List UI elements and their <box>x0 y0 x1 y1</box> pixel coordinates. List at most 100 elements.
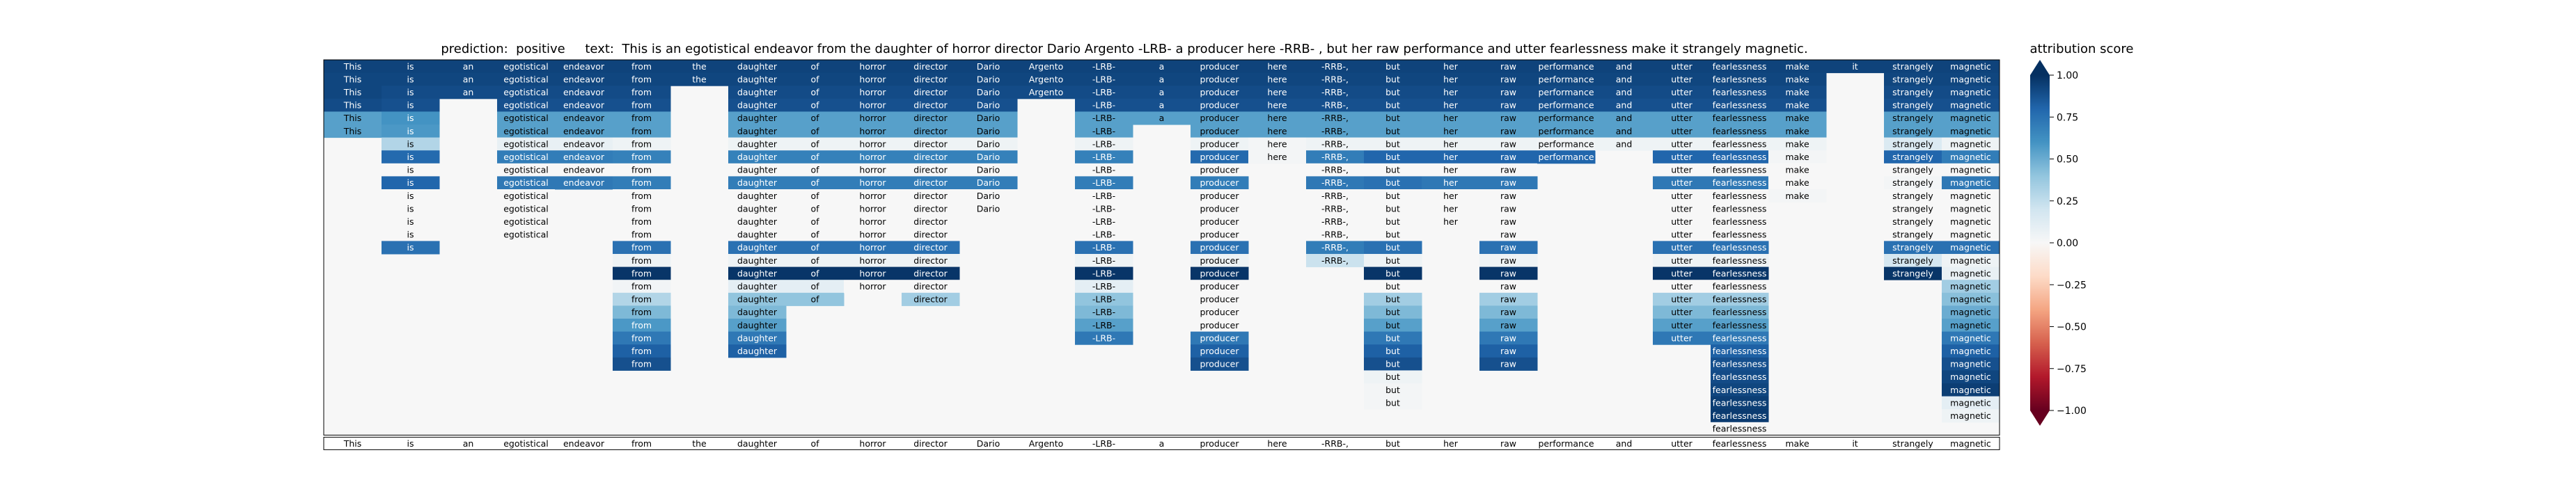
cell-label: magnetic <box>1950 191 1991 201</box>
cell-label: strangely <box>1892 203 1933 214</box>
cell-label: is <box>407 165 414 175</box>
heatmap-cell <box>728 86 787 99</box>
cell-label: make <box>1785 152 1809 162</box>
heatmap-cell <box>1595 111 1654 125</box>
heatmap-cell <box>844 98 902 112</box>
heatmap-cell <box>1942 60 2000 74</box>
heatmap-cell <box>1479 266 1538 280</box>
cell-label: here <box>1267 113 1287 123</box>
cell-label: magnetic <box>1950 126 1991 136</box>
cell-label: of <box>810 138 819 149</box>
heatmap-cell <box>844 176 902 190</box>
cell-label: but <box>1385 216 1400 227</box>
heatmap-cell <box>1942 241 2000 255</box>
heatmap-cell <box>613 319 671 333</box>
heatmap-cell <box>1075 227 1133 241</box>
cell-label: performance <box>1538 100 1594 111</box>
cell-label: but <box>1385 152 1400 162</box>
heatmap-cell <box>1191 125 1249 138</box>
cell-label: fearlessness <box>1713 242 1767 253</box>
heatmap-cell <box>1942 409 2000 423</box>
heatmap-cell <box>844 189 902 203</box>
cell-label: -LRB- <box>1092 333 1115 343</box>
heatmap-cell <box>1191 111 1249 125</box>
heatmap-cell <box>1537 60 1596 74</box>
cell-label: raw <box>1500 113 1516 123</box>
cell-label: Dario <box>977 61 1000 72</box>
cell-label: -RRB-, <box>1321 230 1349 240</box>
heatmap-cell <box>1422 163 1480 177</box>
heatmap-cell <box>1711 344 1769 358</box>
heatmap-cell <box>1942 396 2000 410</box>
heatmap-cell <box>1884 176 1942 190</box>
heatmap-cell <box>1711 280 1769 294</box>
heatmap-cell <box>555 60 613 74</box>
cell-label: from <box>631 138 652 149</box>
heatmap-cell <box>728 98 787 112</box>
heatmap-cell <box>1711 176 1769 190</box>
heatmap-cell <box>1306 72 1365 86</box>
heatmap-cell <box>902 125 960 138</box>
cell-label: producer <box>1200 359 1239 369</box>
heatmap-cell <box>382 150 440 164</box>
heatmap-cell <box>786 227 845 241</box>
bottom-token-label: of <box>810 438 819 449</box>
cell-label: a <box>1159 113 1165 123</box>
heatmap-cell <box>382 227 440 241</box>
cell-label: -LRB- <box>1092 320 1115 330</box>
bottom-token-label: egotistical <box>503 438 549 449</box>
cell-label: from <box>631 255 652 266</box>
heatmap-cell <box>324 72 382 86</box>
heatmap-cell <box>1653 137 1711 151</box>
cell-label: is <box>407 203 414 214</box>
cell-label: Dario <box>977 74 1000 84</box>
heatmap-cell <box>1711 305 1769 319</box>
bottom-token-label: is <box>407 438 414 449</box>
cell-label: producer <box>1200 216 1239 227</box>
heatmap-cell <box>1479 189 1538 203</box>
cell-label: daughter <box>737 177 778 188</box>
cell-label: a <box>1159 61 1165 72</box>
heatmap-cell <box>613 305 671 319</box>
heatmap-cell <box>1479 98 1538 112</box>
cell-label: endeavor <box>563 126 605 136</box>
cell-label: and <box>1616 100 1633 111</box>
bottom-token-label: strangely <box>1892 438 1933 449</box>
heatmap-cell <box>786 163 845 177</box>
cell-label: performance <box>1538 152 1594 162</box>
cell-label: from <box>631 294 652 305</box>
cell-label: egotistical <box>503 100 549 111</box>
heatmap-cell <box>1537 98 1596 112</box>
heatmap-cell <box>1133 60 1191 74</box>
cell-label: fearlessness <box>1713 203 1767 214</box>
cell-label: fearlessness <box>1713 424 1767 434</box>
heatmap-cell <box>959 202 1018 216</box>
cell-label: -RRB-, <box>1321 242 1349 253</box>
heatmap-cell <box>1711 370 1769 384</box>
heatmap-cell <box>1075 215 1133 229</box>
heatmap-cell <box>1711 383 1769 397</box>
cell-label: but <box>1385 385 1400 395</box>
cell-label: is <box>407 74 414 84</box>
heatmap-cell <box>1191 176 1249 190</box>
cell-label: of <box>810 177 819 188</box>
colorbar-tick-label: −0.50 <box>2057 322 2087 333</box>
heatmap-cell <box>1306 150 1365 164</box>
heatmap-cell <box>1711 241 1769 255</box>
heatmap-cell <box>1768 163 1827 177</box>
cell-label: from <box>631 74 652 84</box>
cell-label: egotistical <box>503 138 549 149</box>
heatmap-cell <box>1479 72 1538 86</box>
heatmap-cell <box>844 241 902 255</box>
heatmap-cell <box>497 60 556 74</box>
heatmap-cell <box>902 292 960 306</box>
cell-label: her <box>1443 138 1459 149</box>
heatmap-cell <box>902 227 960 241</box>
heatmap-cell <box>1191 280 1249 294</box>
cell-label: daughter <box>737 216 778 227</box>
cell-label: Dario <box>977 100 1000 111</box>
heatmap-cell <box>1191 137 1249 151</box>
heatmap-cell <box>497 227 556 241</box>
heatmap-cell <box>1364 357 1422 371</box>
